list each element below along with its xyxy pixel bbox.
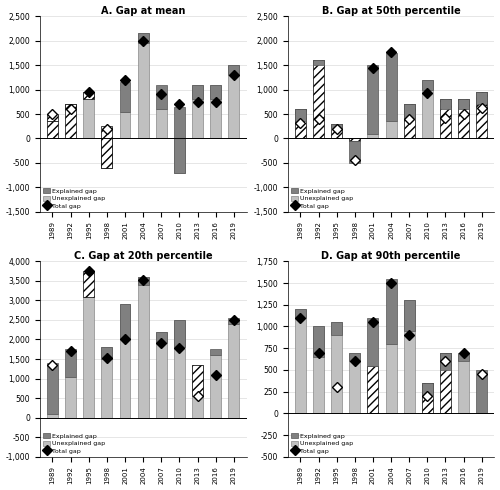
Bar	[368, 134, 378, 139]
Bar	[65, 104, 76, 139]
Title: A. Gap at mean: A. Gap at mean	[101, 5, 186, 16]
Bar	[350, 352, 360, 413]
Bar	[422, 383, 433, 413]
Bar	[102, 347, 112, 359]
Bar	[331, 124, 342, 129]
Bar	[458, 352, 469, 361]
Title: C. Gap at 20th percentile: C. Gap at 20th percentile	[74, 250, 212, 261]
Bar	[174, 107, 185, 172]
Bar	[440, 352, 451, 370]
Bar	[331, 322, 342, 335]
Bar	[228, 65, 239, 75]
Bar	[228, 318, 239, 324]
Bar	[138, 33, 148, 43]
Bar	[313, 60, 324, 65]
Bar	[65, 377, 76, 417]
Bar	[404, 104, 414, 119]
Bar	[404, 300, 414, 413]
Legend: Explained gap, Unexplained gap, Total gap: Explained gap, Unexplained gap, Total ga…	[290, 432, 354, 455]
Bar	[458, 352, 469, 413]
Bar	[350, 139, 360, 141]
Bar	[422, 383, 433, 396]
Bar	[295, 309, 306, 318]
Bar	[102, 139, 112, 168]
Bar	[440, 99, 451, 139]
Bar	[47, 363, 58, 414]
Bar	[386, 53, 396, 122]
Legend: Explained gap, Unexplained gap, Total gap: Explained gap, Unexplained gap, Total ga…	[42, 432, 106, 455]
Bar	[313, 60, 324, 139]
Bar	[47, 122, 58, 139]
Bar	[65, 104, 76, 109]
Bar	[156, 109, 166, 139]
Bar	[120, 112, 130, 139]
Bar	[120, 304, 130, 340]
Bar	[174, 320, 185, 347]
Bar	[210, 85, 221, 139]
Bar	[47, 114, 58, 122]
Bar	[476, 92, 487, 139]
Bar	[404, 104, 414, 139]
Bar	[192, 85, 203, 139]
Bar	[84, 92, 94, 139]
Bar	[476, 92, 487, 104]
Bar	[192, 85, 203, 99]
Bar	[386, 344, 396, 413]
Bar	[350, 352, 360, 361]
Bar	[84, 271, 94, 296]
Bar	[331, 124, 342, 139]
Bar	[295, 109, 306, 139]
Legend: Explained gap, Unexplained gap, Total gap: Explained gap, Unexplained gap, Total ga…	[42, 187, 106, 210]
Bar	[120, 82, 130, 112]
Bar	[192, 365, 203, 417]
Bar	[440, 99, 451, 109]
Bar	[102, 126, 112, 168]
Bar	[386, 122, 396, 139]
Bar	[210, 85, 221, 99]
Bar	[84, 296, 94, 417]
Bar	[102, 347, 112, 417]
Bar	[192, 365, 203, 396]
Bar	[368, 65, 378, 134]
Bar	[174, 320, 185, 417]
Bar	[47, 414, 58, 417]
Bar	[368, 318, 378, 366]
Bar	[440, 352, 451, 413]
Bar	[138, 277, 148, 285]
Bar	[65, 349, 76, 377]
Bar	[313, 326, 324, 413]
Bar	[422, 80, 433, 90]
Bar	[210, 355, 221, 417]
Legend: Explained gap, Unexplained gap, Total gap: Explained gap, Unexplained gap, Total ga…	[290, 187, 354, 210]
Bar	[386, 279, 396, 344]
Bar	[458, 99, 469, 109]
Bar	[210, 349, 221, 355]
Bar	[458, 99, 469, 139]
Bar	[174, 139, 185, 172]
Bar	[350, 141, 360, 163]
Bar	[295, 109, 306, 122]
Bar	[422, 80, 433, 139]
Title: B. Gap at 50th percentile: B. Gap at 50th percentile	[322, 5, 460, 16]
Bar	[368, 366, 378, 413]
Bar	[313, 326, 324, 357]
Bar	[295, 309, 306, 413]
Bar	[156, 332, 166, 417]
Bar	[331, 322, 342, 413]
Bar	[138, 33, 148, 139]
Bar	[228, 324, 239, 417]
Bar	[156, 332, 166, 343]
Bar	[120, 304, 130, 417]
Bar	[156, 85, 166, 109]
Title: D. Gap at 90th percentile: D. Gap at 90th percentile	[322, 250, 461, 261]
Bar	[476, 370, 487, 413]
Bar	[228, 65, 239, 139]
Bar	[138, 277, 148, 417]
Bar	[84, 92, 94, 99]
Bar	[404, 300, 414, 331]
